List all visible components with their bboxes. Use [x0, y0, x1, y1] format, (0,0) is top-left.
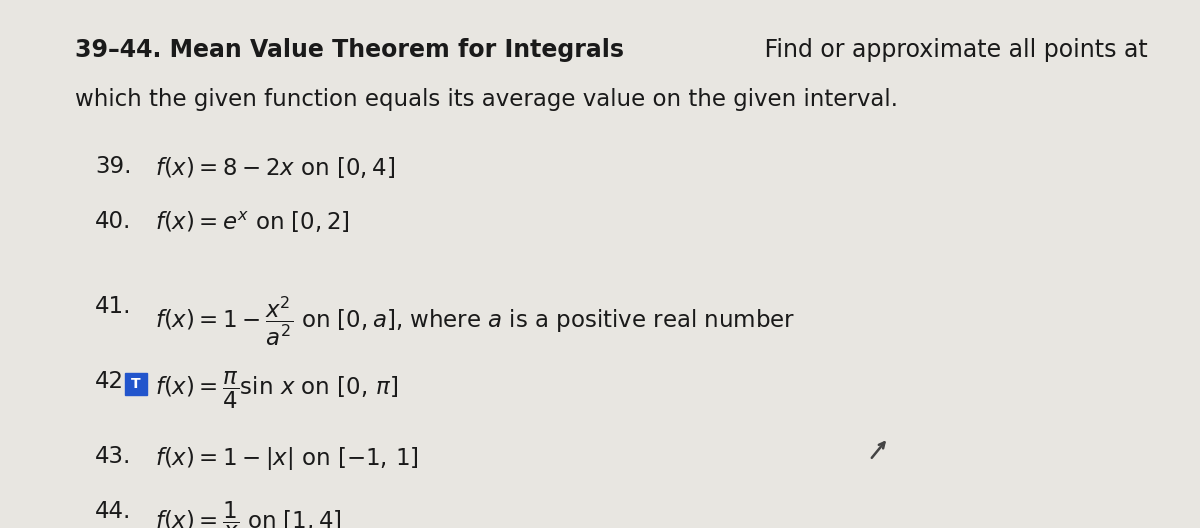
- Text: Find or approximate all points at: Find or approximate all points at: [757, 38, 1148, 62]
- Text: 40.: 40.: [95, 210, 131, 233]
- Text: 42.: 42.: [95, 370, 131, 393]
- Text: $f(x) = e^x$ on $[0, 2]$: $f(x) = e^x$ on $[0, 2]$: [155, 210, 349, 235]
- Text: which the given function equals its average value on the given interval.: which the given function equals its aver…: [74, 88, 898, 111]
- Text: 39–44. Mean Value Theorem for Integrals: 39–44. Mean Value Theorem for Integrals: [74, 38, 624, 62]
- Text: $f(x) = \dfrac{1}{x}$ on $[1, 4]$: $f(x) = \dfrac{1}{x}$ on $[1, 4]$: [155, 500, 342, 528]
- Text: $f(x) = 1 - |x|$ on $[-1,\, 1]$: $f(x) = 1 - |x|$ on $[-1,\, 1]$: [155, 445, 419, 472]
- Text: 41.: 41.: [95, 295, 132, 318]
- Text: $f(x) = 8 - 2x$ on $[0, 4]$: $f(x) = 8 - 2x$ on $[0, 4]$: [155, 155, 395, 180]
- Text: $f(x) = 1 - \dfrac{x^2}{a^2}$ on $[0, a]$, where $a$ is a positive real number: $f(x) = 1 - \dfrac{x^2}{a^2}$ on $[0, a]…: [155, 295, 796, 348]
- Text: 44.: 44.: [95, 500, 131, 523]
- Text: $f(x) = \dfrac{\pi}{4}\sin\, x$ on $[0,\, \pi]$: $f(x) = \dfrac{\pi}{4}\sin\, x$ on $[0,\…: [155, 370, 398, 411]
- Text: T: T: [131, 377, 140, 391]
- Text: 39.: 39.: [95, 155, 132, 178]
- FancyBboxPatch shape: [125, 373, 148, 395]
- Text: 43.: 43.: [95, 445, 131, 468]
